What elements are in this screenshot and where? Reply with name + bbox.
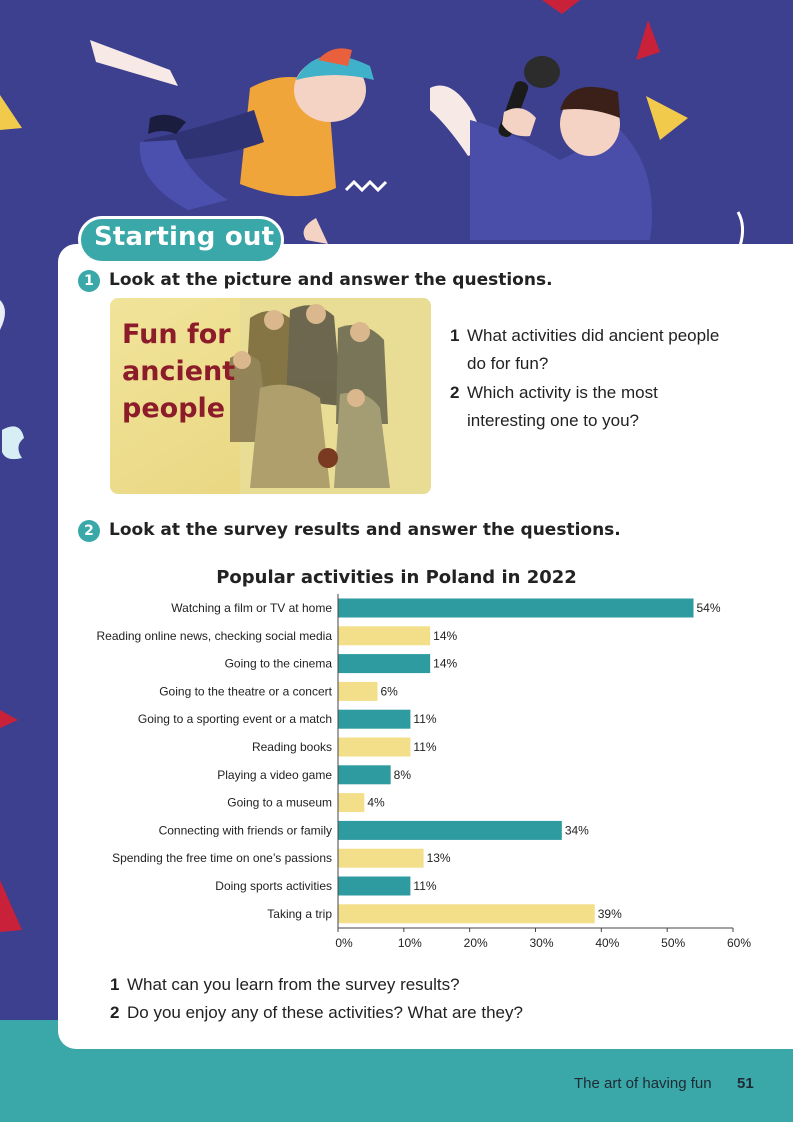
x-tick-label: 50% bbox=[661, 936, 685, 950]
bar bbox=[338, 876, 411, 896]
picture-title-line: Fun for bbox=[122, 319, 231, 350]
category-label: Going to the cinema bbox=[225, 657, 333, 671]
value-label: 39% bbox=[598, 907, 622, 921]
question-text: Which activity is the most bbox=[467, 383, 658, 402]
picture-title-line: people bbox=[122, 393, 226, 424]
bar bbox=[338, 737, 411, 757]
value-label: 54% bbox=[697, 601, 721, 615]
category-label: Reading online news, checking social med… bbox=[97, 629, 333, 643]
bar bbox=[338, 820, 562, 840]
chapter-title: The art of having fun bbox=[574, 1075, 712, 1092]
confetti-shape bbox=[0, 95, 22, 130]
question-text: interesting one to you? bbox=[467, 411, 640, 430]
x-tick-label: 40% bbox=[595, 936, 619, 950]
chart-title: Popular activities in Poland in 2022 bbox=[216, 567, 577, 588]
section-heading-tab bbox=[78, 216, 284, 264]
bar bbox=[338, 765, 391, 785]
value-label: 14% bbox=[433, 657, 457, 671]
value-label: 14% bbox=[433, 629, 457, 643]
value-label: 34% bbox=[565, 823, 589, 837]
question-text: What activities did ancient people bbox=[467, 326, 720, 345]
x-tick-label: 60% bbox=[727, 936, 751, 950]
question-number: 2 bbox=[110, 1003, 120, 1022]
confetti-shape bbox=[2, 426, 24, 460]
picture-title-line: ancient bbox=[122, 356, 236, 387]
question-number: 1 bbox=[450, 326, 460, 345]
confetti-shape bbox=[0, 880, 22, 932]
x-tick-label: 0% bbox=[335, 936, 353, 950]
category-label: Connecting with friends or family bbox=[159, 823, 332, 837]
bar bbox=[338, 598, 694, 618]
exercise-2-instruction: Look at the survey results and answer th… bbox=[109, 520, 621, 540]
category-label: Going to a museum bbox=[227, 796, 332, 810]
bar bbox=[338, 848, 424, 868]
category-label: Going to a sporting event or a match bbox=[138, 712, 332, 726]
value-label: 11% bbox=[413, 740, 436, 754]
ancient-painting-image bbox=[110, 298, 431, 494]
confetti-shape bbox=[636, 20, 660, 60]
category-label: Reading books bbox=[252, 740, 332, 754]
exercise-1-number: 1 bbox=[78, 270, 100, 292]
value-label: 11% bbox=[413, 712, 436, 726]
section-heading: Starting out bbox=[94, 222, 275, 252]
bar bbox=[338, 654, 431, 674]
category-label: Taking a trip bbox=[267, 907, 332, 921]
confetti-shape bbox=[646, 96, 688, 140]
page-number: 51 bbox=[737, 1075, 754, 1092]
ball-icon bbox=[318, 448, 338, 468]
value-label: 4% bbox=[367, 796, 385, 810]
confetti-shape bbox=[0, 300, 5, 330]
value-label: 13% bbox=[427, 851, 451, 865]
category-label: Spending the free time on one’s passions bbox=[112, 851, 332, 865]
x-tick-label: 10% bbox=[398, 936, 422, 950]
dancer-illustration bbox=[90, 40, 388, 244]
bar bbox=[338, 793, 365, 813]
confetti-shape bbox=[0, 710, 18, 728]
question-text: Do you enjoy any of these activities? Wh… bbox=[127, 1003, 523, 1022]
category-label: Watching a film or TV at home bbox=[171, 601, 332, 615]
question-number: 2 bbox=[450, 383, 460, 402]
exercise-2-number: 2 bbox=[78, 520, 100, 542]
confetti-shape bbox=[542, 0, 580, 14]
question-text: What can you learn from the survey resul… bbox=[127, 975, 460, 994]
x-tick-label: 30% bbox=[529, 936, 553, 950]
bar bbox=[338, 709, 411, 729]
value-label: 6% bbox=[381, 684, 399, 698]
category-label: Doing sports activities bbox=[215, 879, 332, 893]
bar bbox=[338, 626, 431, 646]
question-text: do for fun? bbox=[467, 354, 549, 373]
category-label: Playing a video game bbox=[217, 768, 332, 782]
value-label: 8% bbox=[394, 768, 412, 782]
reporter-illustration bbox=[430, 56, 652, 240]
x-tick-label: 20% bbox=[464, 936, 488, 950]
bar bbox=[338, 904, 595, 924]
question-number: 1 bbox=[110, 975, 120, 994]
category-label: Going to the theatre or a concert bbox=[159, 684, 332, 698]
picture-title: Fun for ancient people bbox=[122, 316, 235, 427]
bar bbox=[338, 681, 378, 701]
exercise-1-instruction: Look at the picture and answer the quest… bbox=[109, 270, 553, 290]
value-label: 11% bbox=[413, 879, 436, 893]
